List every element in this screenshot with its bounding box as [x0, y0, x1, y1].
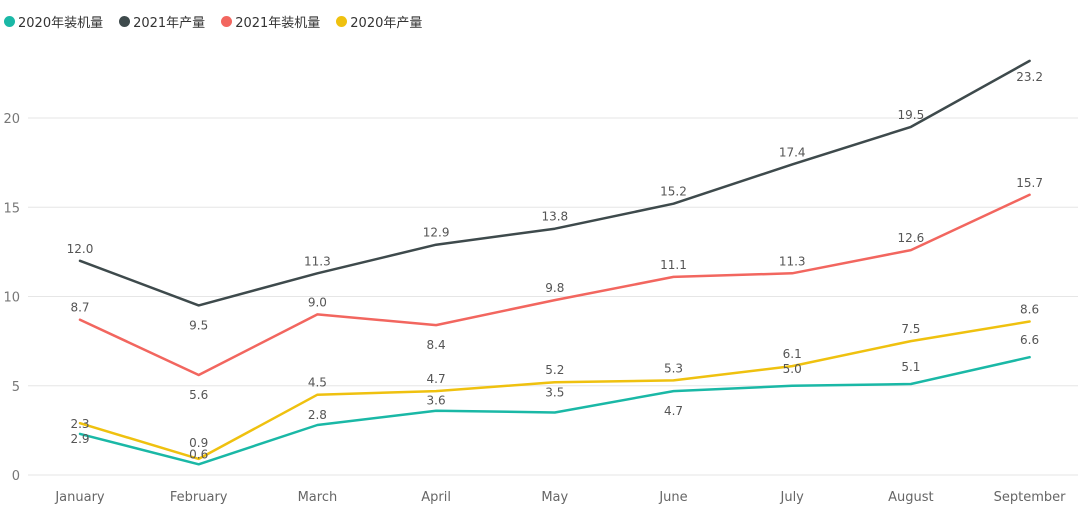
series-line [78, 59, 1031, 307]
legend-label: 2020年装机量 [18, 15, 104, 31]
data-label: 5.0 [783, 362, 802, 376]
data-label: 6.6 [1020, 333, 1039, 347]
y-tick-label: 15 [3, 201, 20, 216]
data-label: 5.1 [901, 360, 920, 374]
legend-label: 2021年装机量 [235, 15, 321, 31]
legend-dot-icon [221, 15, 233, 27]
legend-label: 2021年产量 [133, 15, 206, 31]
data-label: 0.9 [189, 436, 208, 450]
data-label: 9.8 [545, 281, 564, 295]
legend-label: 2020年产量 [350, 15, 423, 31]
data-label: 9.0 [308, 295, 327, 309]
data-label: 8.6 [1020, 302, 1039, 316]
x-tick-label: March [298, 490, 338, 505]
legend-dot-icon [4, 15, 15, 27]
data-label: 12.9 [423, 226, 450, 240]
x-tick-label: May [541, 490, 568, 505]
chart-legend: 2020年装机量 2021年产量 2021年装机量 2020年产量 [4, 10, 438, 32]
data-label: 5.2 [545, 363, 564, 377]
series-line [78, 193, 1031, 377]
data-label: 11.3 [779, 254, 806, 268]
y-tick-label: 5 [12, 380, 20, 395]
x-tick-label: June [658, 490, 687, 505]
data-label: 23.2 [1016, 70, 1043, 84]
y-tick-label: 20 [3, 112, 20, 127]
data-label: 2.9 [70, 432, 89, 446]
data-label: 2.8 [308, 408, 327, 422]
data-label: 0.6 [189, 447, 208, 461]
data-label: 15.7 [1016, 176, 1043, 190]
y-tick-label: 0 [12, 469, 20, 484]
data-label: 4.7 [427, 372, 446, 386]
data-label: 3.6 [427, 394, 446, 408]
data-label: 12.6 [898, 231, 925, 245]
data-label: 7.5 [901, 322, 920, 336]
legend-item[interactable]: 2021年产量 [119, 12, 205, 31]
data-label: 8.4 [427, 338, 446, 352]
data-label: 5.6 [189, 388, 208, 402]
x-tick-label: February [170, 490, 228, 505]
data-label: 19.5 [898, 108, 925, 122]
data-label: 2.3 [70, 417, 89, 431]
data-label: 4.7 [664, 404, 683, 418]
series-line [78, 320, 1031, 461]
legend-item[interactable]: 2021年装机量 [221, 12, 320, 31]
data-label: 3.5 [545, 386, 564, 400]
legend-dot-icon [336, 15, 348, 27]
data-label: 8.7 [70, 301, 89, 315]
x-tick-label: September [994, 490, 1067, 505]
x-tick-label: January [54, 490, 105, 505]
data-label: 4.5 [308, 376, 327, 390]
x-tick-label: August [888, 490, 934, 505]
x-tick-label: April [421, 490, 451, 505]
data-label: 6.1 [783, 347, 802, 361]
data-label: 11.3 [304, 254, 331, 268]
data-label: 17.4 [779, 145, 806, 159]
data-label: 9.5 [189, 318, 208, 332]
legend-item[interactable]: 2020年产量 [336, 12, 422, 31]
data-label: 12.0 [67, 242, 94, 256]
data-label: 5.3 [664, 361, 683, 375]
x-tick-label: July [780, 490, 805, 505]
y-tick-label: 10 [3, 291, 20, 306]
data-label: 11.1 [660, 258, 687, 272]
legend-item[interactable]: 2020年装机量 [4, 12, 103, 31]
data-label: 15.2 [660, 185, 687, 199]
legend-dot-icon [119, 15, 131, 27]
series-line [78, 355, 1031, 466]
data-label: 13.8 [541, 210, 568, 224]
